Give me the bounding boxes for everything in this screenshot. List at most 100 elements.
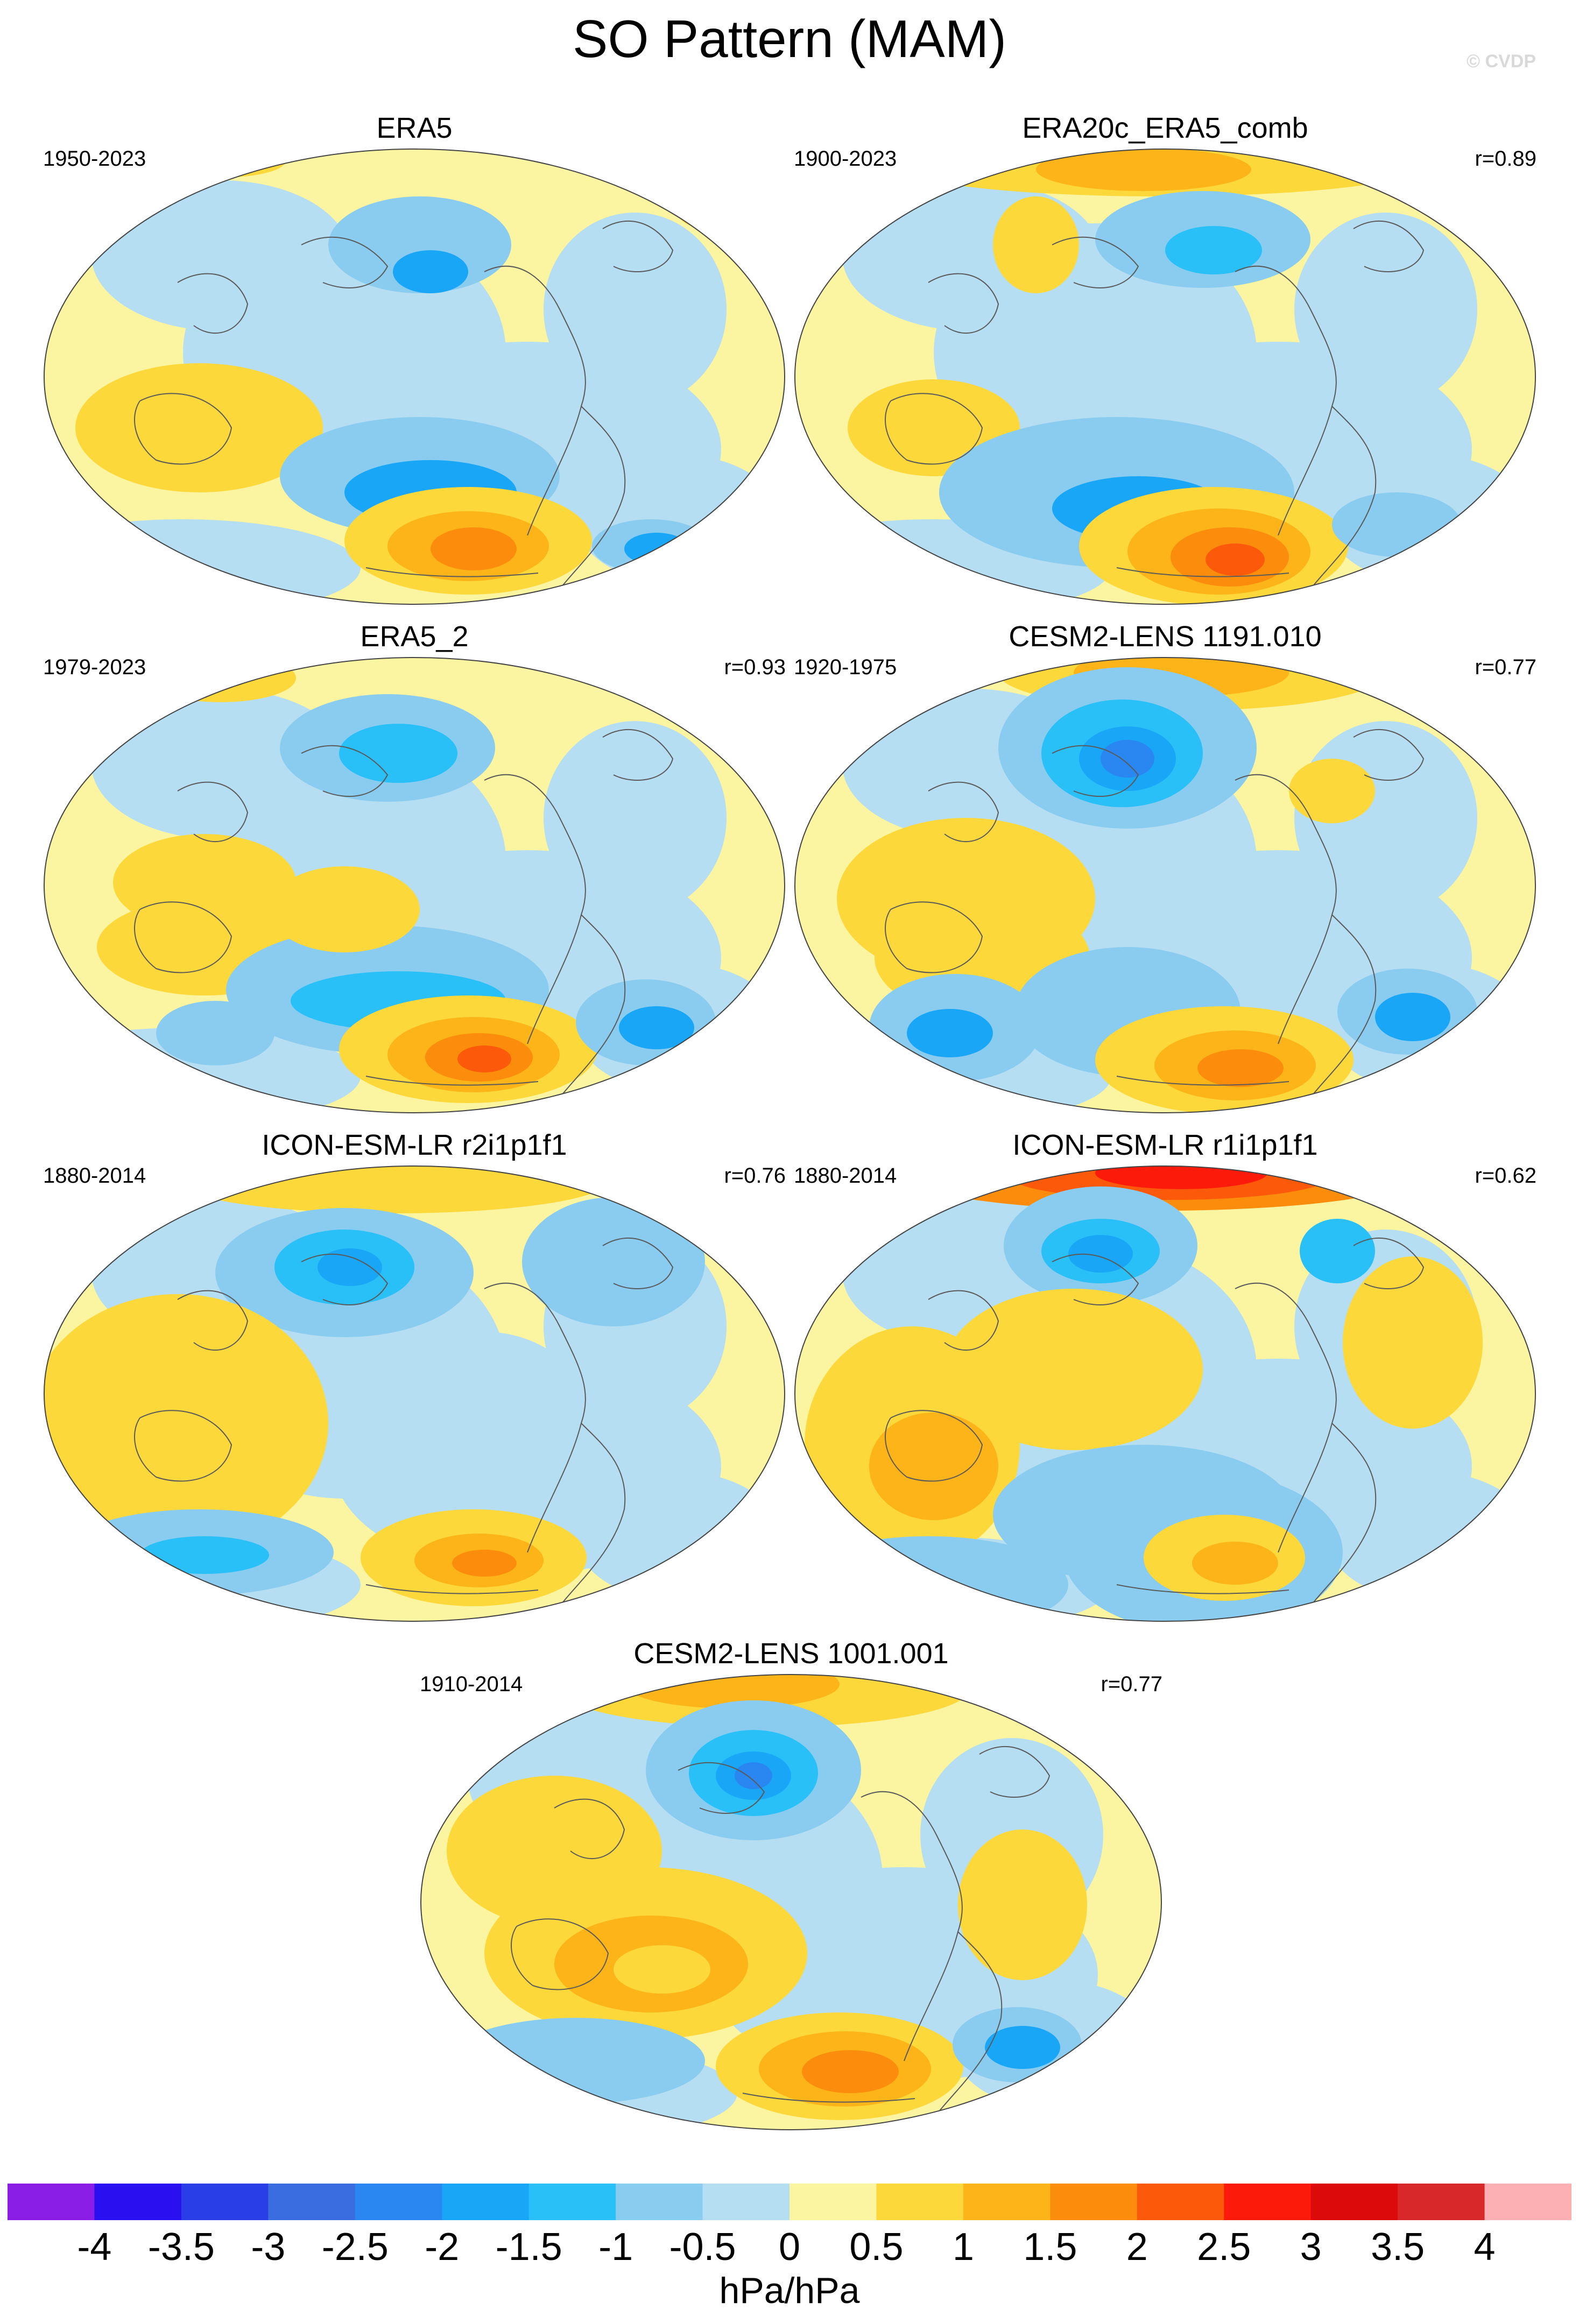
coastline xyxy=(928,781,999,843)
colorbar-tick-label: 2 xyxy=(1126,2226,1148,2269)
anomaly-contour xyxy=(673,175,737,229)
anomaly-contour xyxy=(156,1001,274,1065)
colorbar-tick-label: -1 xyxy=(598,2226,633,2269)
panel-title: CESM2-LENS 1191.010 xyxy=(1009,620,1322,653)
coastline xyxy=(554,1798,625,1860)
coastline xyxy=(365,1584,539,1594)
panel-correlation: r=0.62 xyxy=(1475,1164,1536,1188)
coastline xyxy=(484,1282,586,1553)
map-panel-era5-2: ERA5_2 1979-2023 r=0.93 xyxy=(43,619,786,1119)
coastline xyxy=(885,393,983,465)
coastline xyxy=(861,1791,963,2061)
panel-correlation: r=0.89 xyxy=(1475,147,1536,171)
anomaly-contour xyxy=(1197,1049,1284,1087)
anomaly-contour xyxy=(1165,226,1262,274)
coastline xyxy=(1310,914,1377,1098)
coastline xyxy=(177,1290,249,1351)
colorbar-tick-label: -0.5 xyxy=(669,2226,736,2269)
colorbar-tick-label: -2.5 xyxy=(321,2226,389,2269)
coastline xyxy=(602,729,674,781)
colorbar-tick-label: -3 xyxy=(251,2226,286,2269)
coastline xyxy=(1235,774,1337,1044)
robinson-map xyxy=(420,1674,1162,2130)
coastline xyxy=(1353,1238,1425,1289)
panel-period: 1979-2023 xyxy=(43,655,146,679)
coastline xyxy=(936,1931,1003,2115)
robinson-map xyxy=(44,657,785,1113)
coastline xyxy=(1052,1254,1139,1305)
anomaly-contour xyxy=(958,1829,1087,1980)
anomaly-contour xyxy=(1036,149,1251,191)
colorbar-swatch xyxy=(181,2184,269,2220)
coastline xyxy=(885,901,983,973)
robinson-map xyxy=(794,149,1536,605)
coastline xyxy=(928,273,999,334)
colorbar-tick-label: -4 xyxy=(77,2226,112,2269)
coastline xyxy=(1052,237,1139,288)
map-panel-era20c-era5-comb: ERA20c_ERA5_comb 1900-2023 r=0.89 xyxy=(794,110,1536,611)
anomaly-contour xyxy=(140,406,269,471)
map-border xyxy=(44,1165,785,1622)
anomaly-contour xyxy=(944,1289,1203,1450)
colorbar-swatch xyxy=(94,2184,182,2220)
colorbar-ticks: -4 -3.5 -3 -2.5 -2 -1.5 -1 -0.5 0 0.5 1 1.5 2 2.5 3 3.5… xyxy=(0,2225,1579,2269)
panel-correlation: r=0.93 xyxy=(724,655,786,679)
panel-correlation: r=0.77 xyxy=(1101,1672,1162,1696)
coastline xyxy=(365,1076,539,1086)
colorbar-swatch xyxy=(790,2184,877,2220)
figure-title: SO Pattern (MAM) xyxy=(573,9,1006,68)
coastline xyxy=(1235,1282,1337,1553)
coastline xyxy=(134,901,232,973)
coastline xyxy=(1310,406,1377,590)
panel-period: 1950-2023 xyxy=(43,147,146,171)
colorbar-swatch xyxy=(1398,2184,1485,2220)
colorbar-swatch xyxy=(528,2184,616,2220)
panel-period: 1880-2014 xyxy=(794,1164,897,1188)
colorbar-tick-label: 3.5 xyxy=(1371,2226,1425,2269)
anomaly-contour xyxy=(624,1675,840,1708)
coastline xyxy=(1116,567,1289,577)
coastline xyxy=(365,567,539,577)
panel-title: ERA5_2 xyxy=(360,620,469,653)
colorbar-tick-label: 1.5 xyxy=(1023,2226,1077,2269)
colorbar-tick-label: 0 xyxy=(778,2226,801,2269)
anomaly-contour xyxy=(393,250,468,293)
panel-period: 1920-1975 xyxy=(794,655,897,679)
colorbar-swatch xyxy=(268,2184,356,2220)
coastline xyxy=(928,1290,999,1351)
map-panel-icon-r1i1p1f1: ICON-ESM-LR r1i1p1f1 1880-2014 r=0.62 xyxy=(794,1127,1536,1628)
colorbar-tick-label: 4 xyxy=(1474,2226,1496,2269)
colorbar-swatch xyxy=(702,2184,790,2220)
panel-period: 1910-2014 xyxy=(420,1672,523,1696)
colorbar-swatch xyxy=(616,2184,703,2220)
coastline xyxy=(301,237,389,288)
anomaly-contour xyxy=(614,1945,710,1994)
panel-title: ICON-ESM-LR r1i1p1f1 xyxy=(1012,1129,1318,1161)
colorbar-swatch xyxy=(876,2184,964,2220)
colorbar xyxy=(8,2184,1571,2220)
coastline xyxy=(742,2093,915,2103)
coastline xyxy=(1353,729,1425,781)
colorbar-swatch xyxy=(355,2184,442,2220)
robinson-map xyxy=(44,1165,785,1622)
anomaly-contour xyxy=(377,1332,592,1515)
map-panel-cesm2-lens-1191: CESM2-LENS 1191.010 1920-1975 r=0.77 xyxy=(794,619,1536,1119)
anomaly-contour xyxy=(269,866,420,952)
panel-title: CESM2-LENS 1001.001 xyxy=(633,1637,949,1670)
coastline xyxy=(484,774,586,1044)
coastline xyxy=(1052,745,1139,797)
robinson-map xyxy=(44,149,785,605)
coastline xyxy=(979,1746,1051,1798)
coastline xyxy=(177,273,249,334)
anomaly-contour xyxy=(735,1762,772,1789)
anomaly-contour xyxy=(178,1166,608,1213)
anomaly-contour xyxy=(452,1550,517,1577)
anomaly-contour xyxy=(129,1439,301,1525)
anomaly-contour xyxy=(869,1412,998,1520)
anomaly-contour xyxy=(339,724,457,783)
colorbar-tick-label: -3.5 xyxy=(147,2226,215,2269)
anomaly-contour xyxy=(431,527,517,570)
panel-title: ERA20c_ERA5_comb xyxy=(1022,112,1308,144)
colorbar-tick-label: 2.5 xyxy=(1197,2226,1251,2269)
coastline xyxy=(602,1238,674,1289)
